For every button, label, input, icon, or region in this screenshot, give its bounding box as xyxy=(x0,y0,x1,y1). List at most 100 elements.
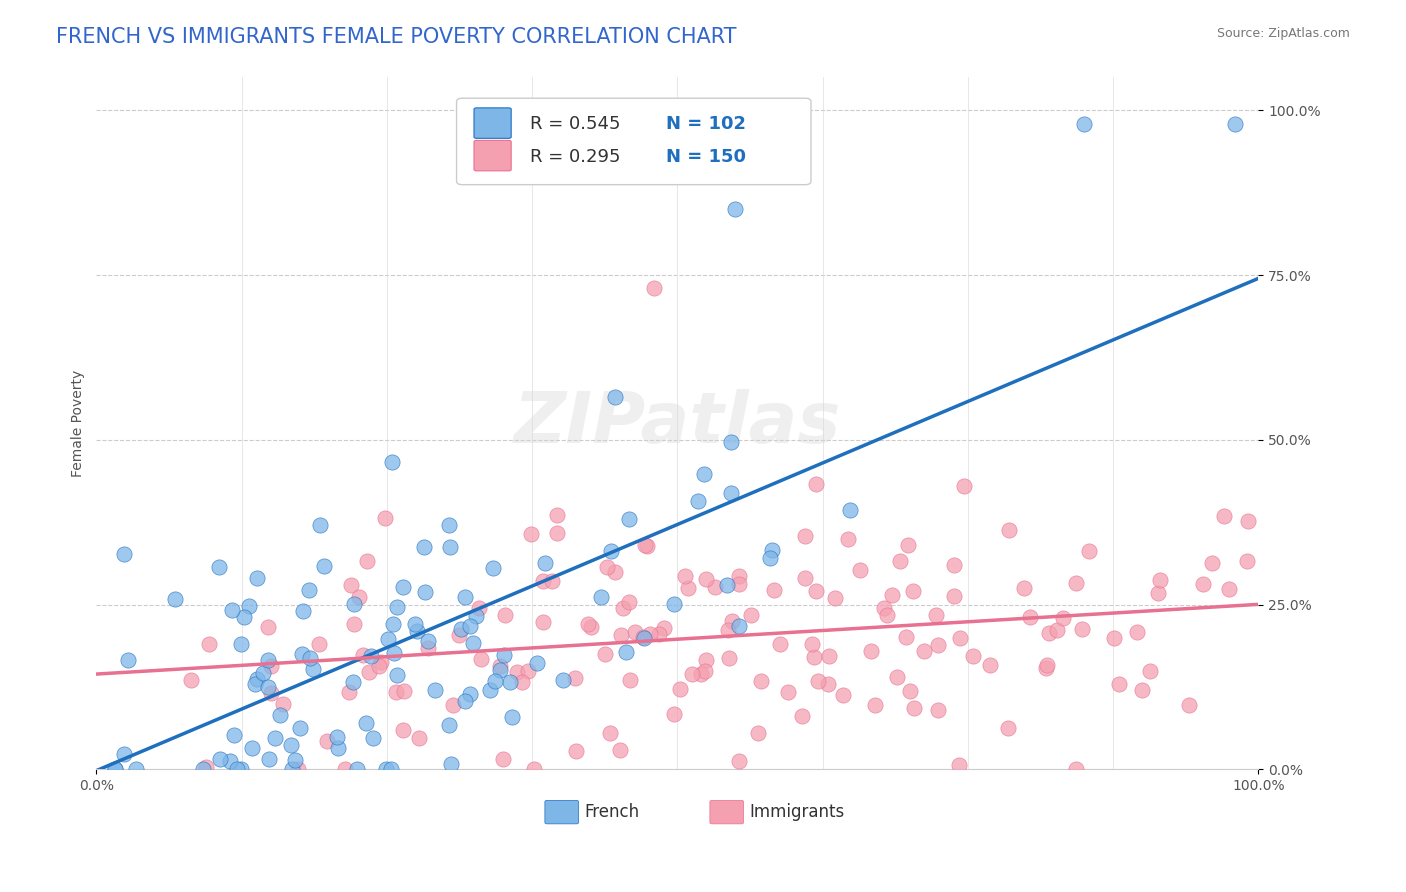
Point xyxy=(1036,658,1059,673)
Point xyxy=(1149,574,1171,588)
Point xyxy=(441,698,464,712)
Text: Immigrants: Immigrants xyxy=(749,803,845,822)
Point xyxy=(377,632,399,646)
Point xyxy=(800,637,823,651)
Point xyxy=(925,608,948,623)
Point xyxy=(962,649,984,664)
Point xyxy=(603,390,626,404)
Point xyxy=(949,631,972,645)
Point xyxy=(806,583,828,598)
Point xyxy=(489,663,512,677)
Point xyxy=(724,202,747,217)
Point xyxy=(263,731,285,745)
Point xyxy=(382,646,405,660)
Point xyxy=(360,648,382,663)
Point xyxy=(1038,625,1060,640)
Point xyxy=(943,558,966,573)
Point xyxy=(308,518,330,533)
Point xyxy=(260,658,283,673)
Point xyxy=(1236,554,1258,568)
Point xyxy=(1192,576,1215,591)
Point xyxy=(886,670,908,684)
Point xyxy=(903,700,925,714)
Point xyxy=(876,607,898,622)
Point xyxy=(219,754,242,768)
Point xyxy=(776,684,799,698)
Point xyxy=(1035,661,1057,675)
FancyBboxPatch shape xyxy=(474,140,512,171)
Point xyxy=(370,655,392,669)
Point xyxy=(523,762,546,776)
Point xyxy=(125,762,148,776)
Point xyxy=(695,572,717,586)
Point xyxy=(374,511,396,525)
Point xyxy=(897,538,920,552)
Text: ZIPatlas: ZIPatlas xyxy=(513,389,841,458)
Point xyxy=(540,574,562,588)
Point xyxy=(720,486,742,500)
Point xyxy=(112,548,135,562)
Point xyxy=(333,762,356,776)
Point xyxy=(832,689,855,703)
Point xyxy=(817,648,839,663)
Point xyxy=(343,597,366,611)
Point xyxy=(361,731,384,746)
Point xyxy=(231,637,253,651)
Point xyxy=(1201,557,1223,571)
Point xyxy=(298,582,321,597)
Point xyxy=(652,621,675,635)
Point xyxy=(314,558,336,573)
Point xyxy=(163,591,186,606)
Point xyxy=(394,683,416,698)
Point xyxy=(340,577,363,591)
Point xyxy=(209,751,232,765)
Point xyxy=(453,693,475,707)
Point xyxy=(717,623,740,637)
Point xyxy=(643,281,665,295)
Point xyxy=(382,616,405,631)
Text: FRENCH VS IMMIGRANTS FEMALE POVERTY CORRELATION CHART: FRENCH VS IMMIGRANTS FEMALE POVERTY CORR… xyxy=(56,27,737,46)
Point xyxy=(848,564,870,578)
Point xyxy=(506,665,529,679)
Point xyxy=(440,756,463,771)
Point xyxy=(1108,676,1130,690)
Point xyxy=(740,607,762,622)
Point xyxy=(668,682,690,697)
Point xyxy=(423,682,446,697)
Point xyxy=(758,551,780,566)
Point xyxy=(721,614,744,628)
Point xyxy=(1073,117,1095,131)
Point xyxy=(326,730,349,744)
Point xyxy=(623,624,645,639)
Point xyxy=(747,726,769,740)
Point xyxy=(315,734,337,748)
Point xyxy=(605,566,627,580)
Point xyxy=(437,718,460,732)
Point xyxy=(104,762,127,776)
Text: Source: ZipAtlas.com: Source: ZipAtlas.com xyxy=(1216,27,1350,40)
Point xyxy=(647,627,669,641)
Point xyxy=(208,559,231,574)
Point xyxy=(727,577,749,591)
Point xyxy=(117,653,139,667)
Point xyxy=(1213,508,1236,523)
Point xyxy=(302,662,325,676)
Point xyxy=(271,698,294,712)
Point xyxy=(246,571,269,585)
Point xyxy=(392,580,415,594)
Point xyxy=(1071,623,1094,637)
Point xyxy=(634,538,657,552)
Point xyxy=(838,502,860,516)
Point xyxy=(494,648,516,662)
Point xyxy=(927,703,949,717)
FancyBboxPatch shape xyxy=(546,800,579,824)
Point xyxy=(385,667,408,681)
Point xyxy=(380,762,402,776)
Point xyxy=(912,644,935,658)
Point xyxy=(793,529,815,543)
Point xyxy=(381,454,404,468)
Point xyxy=(690,667,713,681)
Point xyxy=(681,666,703,681)
Point xyxy=(342,675,364,690)
Point xyxy=(943,589,966,603)
